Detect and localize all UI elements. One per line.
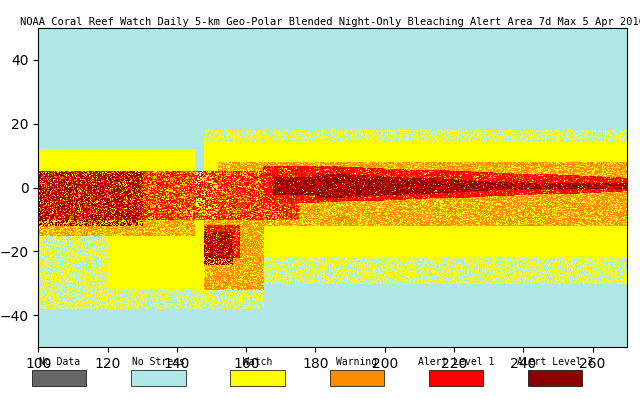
- Text: No Data: No Data: [38, 357, 80, 367]
- Title: NOAA Coral Reef Watch Daily 5-km Geo-Polar Blended Night-Only Bleaching Alert Ar: NOAA Coral Reef Watch Daily 5-km Geo-Pol…: [20, 17, 640, 27]
- Text: Warning: Warning: [336, 357, 378, 367]
- Text: No Stress: No Stress: [132, 357, 185, 367]
- Text: Alert Level 1: Alert Level 1: [418, 357, 494, 367]
- Text: Watch: Watch: [243, 357, 272, 367]
- Text: Alert Level 2: Alert Level 2: [517, 357, 593, 367]
